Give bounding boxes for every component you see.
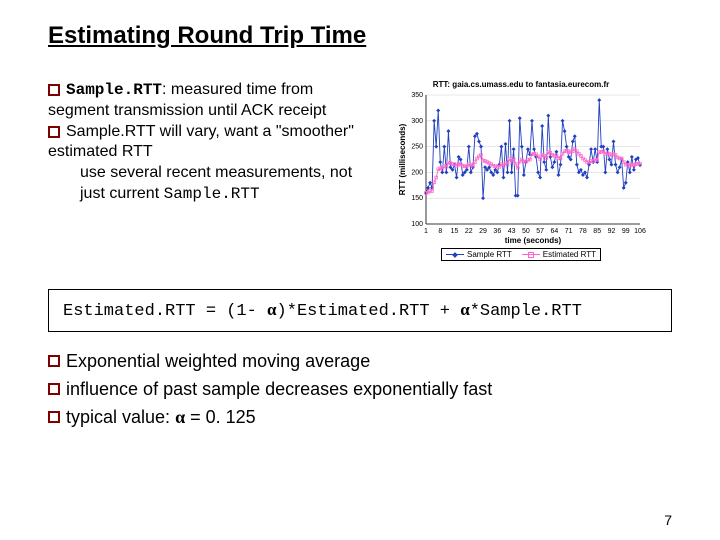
- svg-text:64: 64: [551, 228, 559, 235]
- legend-sample-label: Sample RTT: [467, 250, 512, 259]
- svg-text:92: 92: [608, 228, 616, 235]
- svg-text:50: 50: [522, 228, 530, 235]
- lower-2: influence of past sample decreases expon…: [48, 376, 672, 404]
- bullet-2-pre: Sample.RTT will vary, want a: [66, 123, 276, 140]
- chart-plot: 100 150 200 250 300 350 1 8 15 22 29 36 43 50 57 64 71 78…: [396, 91, 646, 246]
- lower-3-pre: typical value:: [66, 407, 175, 427]
- svg-text:106: 106: [634, 228, 646, 235]
- svg-text:43: 43: [508, 228, 516, 235]
- svg-text:71: 71: [565, 228, 573, 235]
- legend-est-label: Estimated RTT: [543, 250, 596, 259]
- bullet-icon: [48, 355, 60, 367]
- svg-text:78: 78: [579, 228, 587, 235]
- bullet-icon: [48, 126, 60, 138]
- formula-alpha-1: α: [267, 300, 277, 319]
- slide-title: Estimating Round Trip Time: [48, 22, 672, 50]
- left-text-column: Sample.RTT: measured time from segment t…: [48, 80, 358, 261]
- svg-text:57: 57: [536, 228, 544, 235]
- formula-p1: Estimated.RTT = (1-: [63, 302, 267, 321]
- rtt-chart: RTT: gaia.cs.umass.edu to fantasia.eurec…: [370, 80, 672, 261]
- formula-box: Estimated.RTT = (1- α)*Estimated.RTT + α…: [48, 289, 672, 332]
- svg-text:99: 99: [622, 228, 630, 235]
- legend-estimated: Estimated RTT: [522, 250, 596, 259]
- legend-sample: Sample RTT: [446, 250, 512, 259]
- bullet-2: Sample.RTT will vary, want a "smoother" …: [48, 122, 358, 164]
- term-samplertt: Sample.RTT: [66, 81, 162, 99]
- svg-text:200: 200: [411, 169, 423, 176]
- lower-3: typical value: α = 0. 125: [48, 404, 672, 432]
- svg-text:85: 85: [593, 228, 601, 235]
- bullet-2-sub: use several recent measurements, not jus…: [80, 163, 358, 205]
- lower-3-alpha: α: [175, 407, 185, 427]
- legend-sample-line: [446, 254, 464, 255]
- bullet-1: Sample.RTT: measured time from segment t…: [48, 80, 358, 122]
- svg-text:RTT (milliseconds): RTT (milliseconds): [398, 123, 407, 195]
- formula-alpha-2: α: [460, 300, 470, 319]
- legend-est-line: [522, 254, 540, 255]
- svg-text:time (seconds): time (seconds): [505, 236, 562, 245]
- formula-p3: *Sample.RTT: [470, 302, 582, 321]
- svg-text:36: 36: [493, 228, 501, 235]
- svg-text:350: 350: [411, 92, 423, 99]
- lower-1-text: Exponential weighted moving average: [66, 348, 370, 376]
- svg-text:22: 22: [465, 228, 473, 235]
- svg-text:8: 8: [438, 228, 442, 235]
- bullet-icon: [48, 411, 60, 423]
- lower-1: Exponential weighted moving average: [48, 348, 672, 376]
- svg-text:300: 300: [411, 118, 423, 125]
- bullet-icon: [48, 383, 60, 395]
- chart-legend: Sample RTT Estimated RTT: [441, 248, 601, 261]
- lower-2-text: influence of past sample decreases expon…: [66, 376, 492, 404]
- svg-text:1: 1: [424, 228, 428, 235]
- lower-3-post: = 0. 125: [185, 407, 256, 427]
- chart-title: RTT: gaia.cs.umass.edu to fantasia.eurec…: [433, 80, 610, 89]
- svg-text:250: 250: [411, 144, 423, 151]
- svg-text:150: 150: [411, 195, 423, 202]
- bullet-2-sub-mono: Sample.RTT: [164, 185, 260, 203]
- page-number: 7: [664, 512, 672, 528]
- svg-text:15: 15: [451, 228, 459, 235]
- svg-text:29: 29: [479, 228, 487, 235]
- bullet-icon: [48, 84, 60, 96]
- lower-bullets: Exponential weighted moving average infl…: [48, 348, 672, 432]
- svg-text:100: 100: [411, 221, 423, 228]
- formula-p2: )*Estimated.RTT +: [277, 302, 461, 321]
